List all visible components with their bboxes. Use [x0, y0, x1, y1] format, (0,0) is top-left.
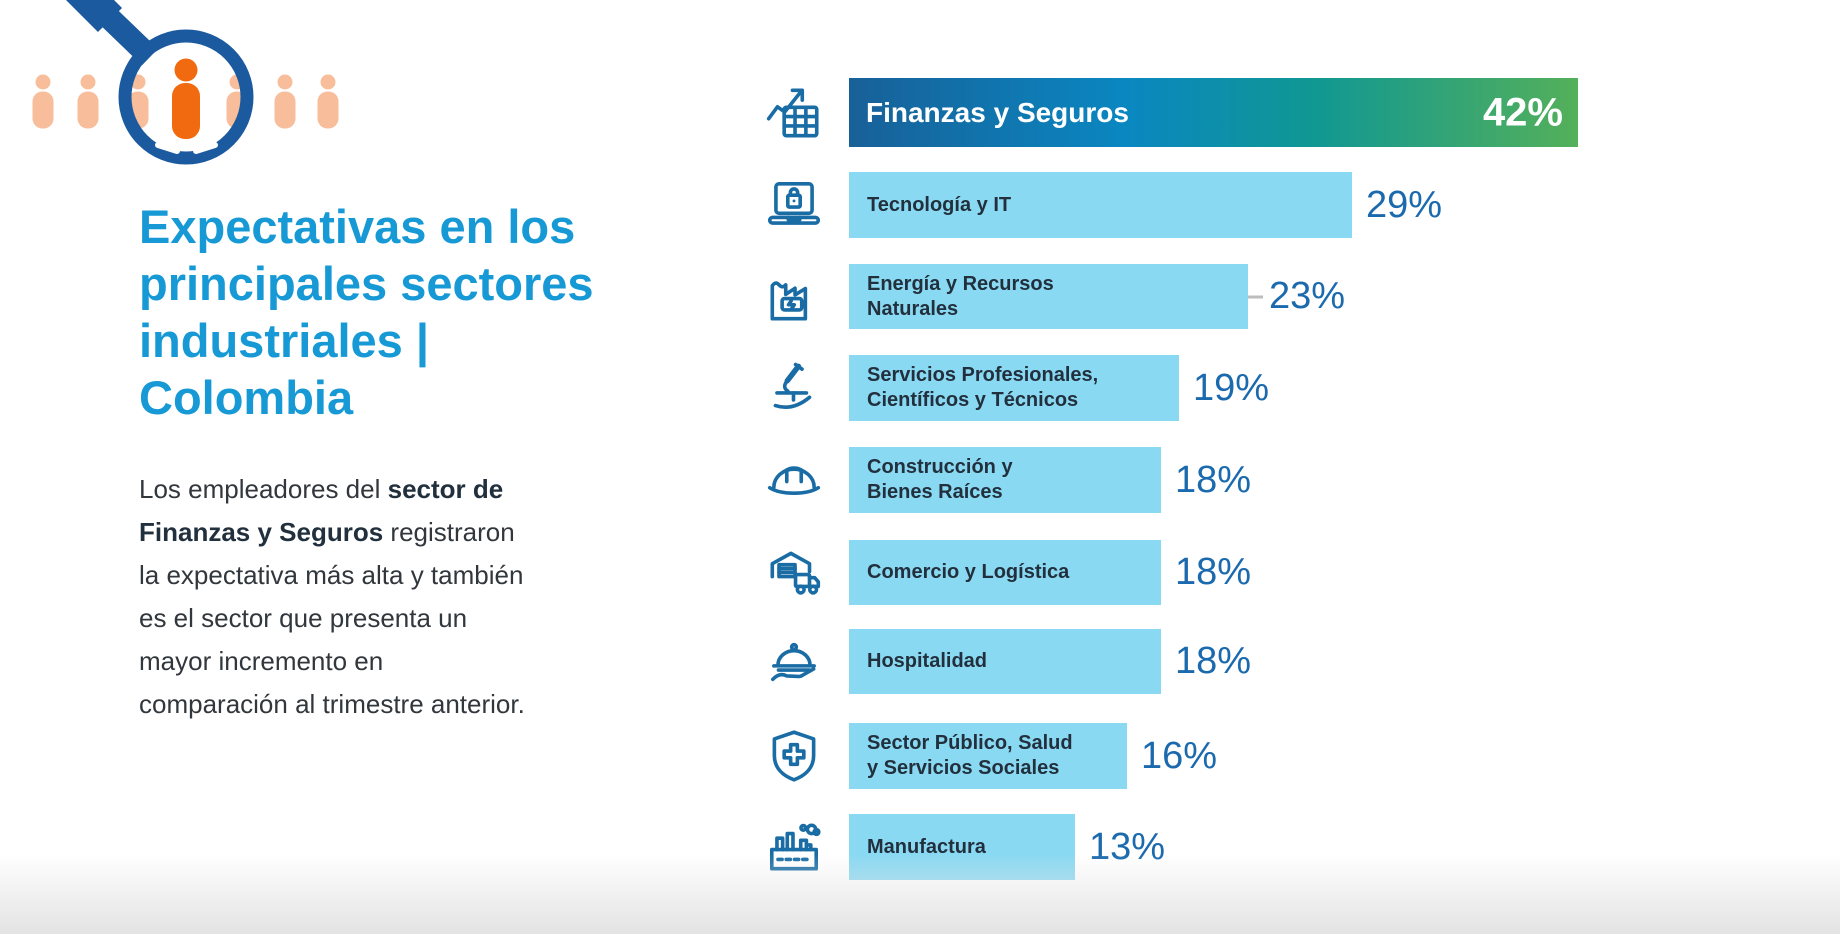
- chart-row: Finanzas y Seguros 42%: [0, 78, 1840, 147]
- cloche-hand-icon: [763, 631, 825, 693]
- bar-label: Energía y Recursos Naturales: [867, 272, 1054, 320]
- description-segment: es el sector que presenta un: [139, 603, 468, 633]
- value-label: 29%: [1366, 183, 1443, 226]
- chart-row: Sector Público, Salud y Servicios Sociale…: [0, 723, 1840, 789]
- leader-dash: [1248, 295, 1263, 298]
- magnifier-icon: [65, 0, 254, 165]
- bar-microscope: Servicios Profesionales, Científicos y Té…: [849, 355, 1179, 421]
- bar-label: Tecnología y IT: [867, 193, 1012, 216]
- factory-energy-icon: [763, 266, 825, 328]
- description-segment: registraron: [383, 517, 515, 547]
- microscope-icon: [763, 357, 825, 419]
- description-segment: mayor incremento en: [139, 646, 384, 676]
- bar-hard-hat: Construcción y Bienes Raíces: [849, 447, 1161, 513]
- description-segment: Los empleadores del: [139, 474, 388, 504]
- bar-cloche-hand: Hospitalidad: [849, 629, 1161, 694]
- bar-label: Sector Público, Salud y Servicios Sociale…: [867, 732, 1073, 779]
- chart-row: Tecnología y IT 29%: [0, 172, 1840, 238]
- bar-label: Comercio y Logística: [867, 561, 1070, 583]
- description-text: Los empleadores del sector de Finanzas y …: [139, 468, 719, 726]
- chart-row: Servicios Profesionales, Científicos y Té…: [0, 355, 1840, 421]
- hard-hat-icon: [763, 449, 825, 511]
- chart-row: Hospitalidad 18%: [0, 629, 1840, 694]
- bar-warehouse-truck: Comercio y Logística: [849, 540, 1161, 605]
- laptop-lock-icon: [763, 174, 825, 236]
- description-bold-segment: Finanzas y Seguros: [139, 517, 384, 547]
- value-label: 16%: [1141, 734, 1218, 777]
- value-label: 18%: [1175, 551, 1252, 593]
- description-bold-segment: sector de: [387, 474, 504, 504]
- bar-label: Construcción y Bienes Raíces: [867, 456, 1013, 503]
- value-label: 42%: [1482, 90, 1563, 134]
- chart-row: Construcción y Bienes Raíces 18%: [0, 447, 1840, 513]
- bar-label: Servicios Profesionales, Científicos y Té…: [867, 364, 1099, 411]
- value-label: 23%: [1269, 275, 1346, 317]
- value-label: 18%: [1175, 640, 1252, 682]
- value-label: 18%: [1175, 458, 1252, 501]
- description-segment: la expectativa más alta y también: [139, 560, 524, 590]
- bar-factory-energy: Energía y Recursos Naturales: [849, 264, 1248, 329]
- magnifier-over-people-illustration: [32, 0, 339, 165]
- description-segment: comparación al trimestre anterior.: [139, 689, 525, 719]
- bar-label: Finanzas y Seguros: [866, 96, 1129, 128]
- warehouse-truck-icon: [763, 542, 825, 604]
- bar-shield-cross: Sector Público, Salud y Servicios Sociale…: [849, 723, 1127, 789]
- shield-cross-icon: [763, 725, 825, 787]
- bar-laptop-lock: Tecnología y IT: [849, 172, 1352, 238]
- bottom-fade: [0, 854, 1840, 934]
- highlighted-person-icon: [172, 58, 200, 139]
- chart-growth-icon: [763, 82, 825, 144]
- chart-row: Comercio y Logística 18%: [0, 540, 1840, 605]
- page-title: Expectativas en los principales sectores…: [139, 200, 594, 424]
- bar-label: Manufactura: [867, 835, 986, 858]
- value-label: 19%: [1193, 366, 1270, 409]
- bar-chart-growth: Finanzas y Seguros 42%: [849, 78, 1578, 147]
- chart-row: Energía y Recursos Naturales 23%: [0, 264, 1840, 329]
- bar-label: Hospitalidad: [867, 650, 988, 672]
